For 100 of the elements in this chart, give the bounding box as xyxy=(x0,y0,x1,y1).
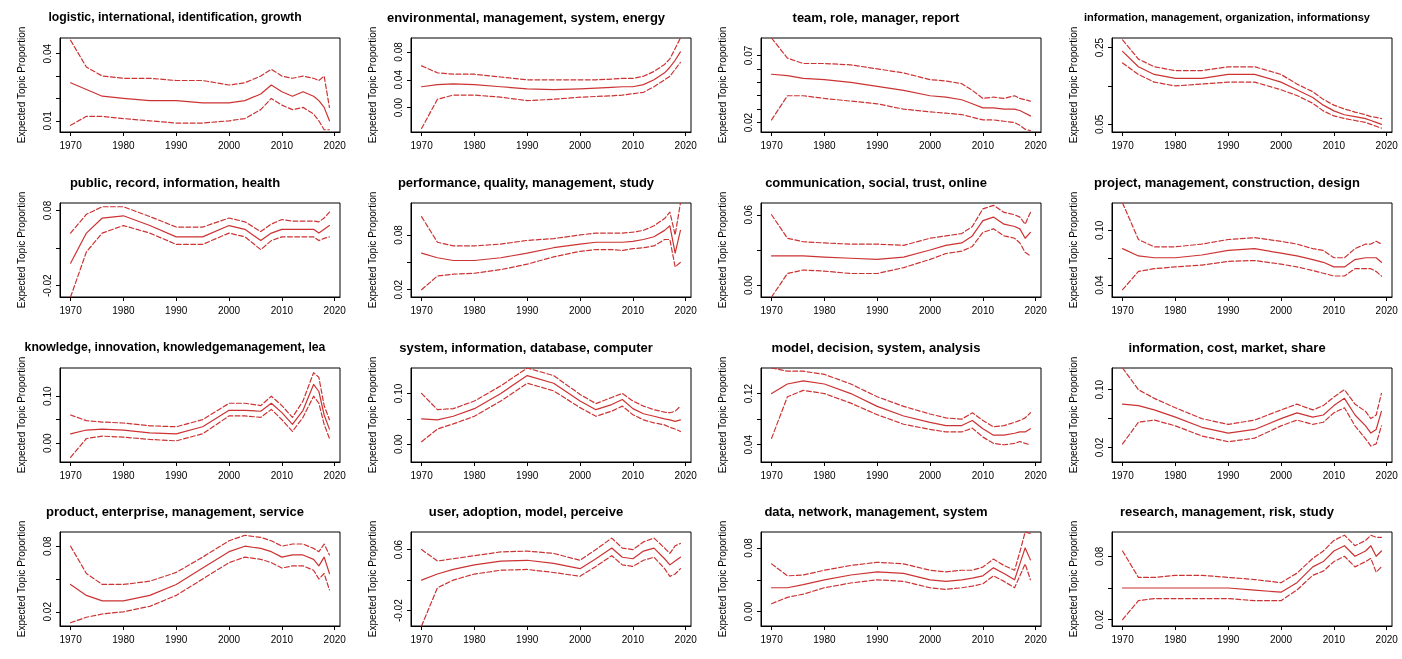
line-series xyxy=(1121,62,1382,129)
chart-title: logistic, international, identification, growth xyxy=(48,10,302,24)
x-tick-label: 2020 xyxy=(674,633,697,645)
x-tick-label: 2020 xyxy=(1024,139,1048,151)
line-series xyxy=(770,531,1032,577)
line-series xyxy=(420,61,681,130)
chart-title: knowledge, innovation, knowledgemanagement, lea xyxy=(24,339,326,354)
x-tick-label: 1970 xyxy=(1110,469,1134,480)
line-series xyxy=(1121,39,1382,120)
x-tick-label: 1980 xyxy=(1163,139,1187,151)
x-tick-label: 2010 xyxy=(971,304,995,316)
line-series xyxy=(420,555,681,627)
x-tick-label: 2010 xyxy=(270,469,294,480)
x-tick-label: 2000 xyxy=(568,469,592,480)
y-tick-label: 0.02 xyxy=(1093,609,1104,630)
line-series xyxy=(69,545,331,602)
x-tick-label: 2000 xyxy=(217,633,241,645)
line-series xyxy=(420,382,681,442)
y-tick-label: 0.01 xyxy=(41,110,53,131)
y-axis-title: Expected Topic Proportion xyxy=(15,520,27,638)
x-tick-label: 2020 xyxy=(674,139,697,151)
x-tick-label: 1970 xyxy=(1110,633,1134,645)
y-tick-label: 0.05 xyxy=(1093,114,1104,135)
x-tick-label: 2010 xyxy=(971,139,995,151)
y-tick-label: 0.06 xyxy=(392,539,403,560)
y-tick-label: 0.08 xyxy=(742,538,754,558)
line-series xyxy=(1121,397,1382,434)
x-tick-label: 2000 xyxy=(568,633,592,645)
line-series xyxy=(69,534,331,586)
x-tick-label: 2020 xyxy=(323,633,347,645)
x-tick-label: 2010 xyxy=(621,139,644,151)
x-tick-label: 1980 xyxy=(1163,633,1187,645)
x-tick-label: 2000 xyxy=(568,304,592,316)
y-tick-label: -0.02 xyxy=(41,273,53,297)
y-tick-label: 0.04 xyxy=(41,43,53,64)
y-tick-label: 0.02 xyxy=(1093,436,1104,457)
chart-title: product, enterprise, management, service xyxy=(46,504,304,520)
x-tick-label: 2000 xyxy=(1269,633,1293,645)
line-series xyxy=(69,82,331,122)
line-series xyxy=(69,39,331,108)
y-tick-label: 0.06 xyxy=(742,204,754,225)
x-tick-label: 1970 xyxy=(59,469,83,480)
y-axis-title: Expected Topic Proportion xyxy=(366,356,377,473)
line-series xyxy=(770,379,1032,436)
x-tick-label: 2020 xyxy=(1375,304,1398,316)
line-series xyxy=(1121,545,1382,594)
y-axis-title: Expected Topic Proportion xyxy=(366,26,377,144)
x-tick-label: 1970 xyxy=(760,469,784,480)
x-tick-label: 1970 xyxy=(760,633,784,645)
y-tick-label: 0.08 xyxy=(392,224,403,245)
x-tick-label: 1970 xyxy=(760,304,784,316)
x-tick-label: 1980 xyxy=(462,304,486,316)
x-tick-label: 2000 xyxy=(568,139,592,151)
x-tick-label: 2000 xyxy=(918,304,942,316)
x-tick-label: 1990 xyxy=(866,304,889,316)
line-series xyxy=(770,228,1032,298)
x-tick-label: 1970 xyxy=(59,139,83,151)
x-tick-label: 1970 xyxy=(59,304,83,316)
x-tick-label: 2010 xyxy=(1322,139,1345,151)
x-tick-label: 1970 xyxy=(59,633,83,645)
x-tick-label: 2010 xyxy=(270,633,294,645)
y-tick-label: 0.08 xyxy=(1093,546,1104,567)
x-tick-label: 2010 xyxy=(1322,469,1345,480)
x-tick-label: 2020 xyxy=(1375,469,1398,480)
y-axis-title: Expected Topic Proportion xyxy=(15,26,27,144)
y-axis-title: Expected Topic Proportion xyxy=(366,520,377,638)
x-tick-label: 2020 xyxy=(323,469,347,480)
x-tick-label: 2000 xyxy=(217,139,241,151)
line-series xyxy=(770,389,1032,445)
chart-title: information, cost, market, share xyxy=(1127,339,1326,355)
y-tick-label: 0.04 xyxy=(1093,274,1104,295)
x-tick-label: 2000 xyxy=(918,139,942,151)
x-tick-label: 1980 xyxy=(813,469,836,480)
line-series xyxy=(420,202,681,247)
line-series xyxy=(1121,50,1382,125)
line-series xyxy=(420,537,681,562)
y-tick-label: 0.08 xyxy=(41,200,53,220)
line-series xyxy=(69,214,331,264)
chart-title: model, decision, system, analysis xyxy=(771,339,981,355)
y-tick-label: 0.10 xyxy=(41,385,53,406)
x-tick-label: 2010 xyxy=(971,633,995,645)
line-series xyxy=(420,547,681,581)
x-tick-label: 1990 xyxy=(165,139,188,151)
y-tick-label: 0.04 xyxy=(392,69,403,90)
y-axis-title: Expected Topic Proportion xyxy=(716,26,728,144)
x-tick-label: 2020 xyxy=(1024,469,1048,480)
y-tick-label: 0.00 xyxy=(742,601,754,622)
chart-title: environmental, management, system, energy xyxy=(386,10,666,25)
y-axis-title: Expected Topic Proportion xyxy=(716,356,728,473)
x-tick-label: 2010 xyxy=(1322,304,1345,316)
x-tick-label: 2000 xyxy=(217,304,241,316)
x-tick-label: 2020 xyxy=(1024,633,1048,645)
x-tick-label: 1970 xyxy=(1110,139,1134,151)
y-tick-label: 0.08 xyxy=(392,41,403,62)
chart-title: research, management, risk, study xyxy=(1119,504,1335,520)
y-tick-label: 0.08 xyxy=(41,536,53,557)
x-tick-label: 2020 xyxy=(674,469,697,480)
chart-title: information, management, organization, informationsy xyxy=(1083,10,1371,23)
y-axis-title: Expected Topic Proportion xyxy=(366,191,377,309)
y-tick-label: 0.00 xyxy=(392,97,403,118)
